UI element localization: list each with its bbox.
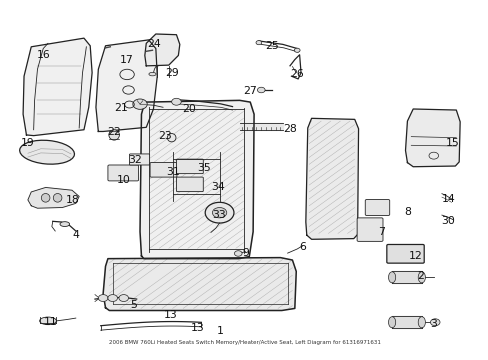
Text: 33: 33: [212, 210, 226, 220]
Text: 3: 3: [429, 319, 436, 329]
Polygon shape: [405, 109, 459, 167]
FancyBboxPatch shape: [176, 159, 203, 174]
Text: 22: 22: [107, 127, 121, 137]
Text: 29: 29: [164, 68, 178, 78]
Ellipse shape: [387, 317, 395, 328]
Text: 18: 18: [66, 195, 80, 205]
Text: 8: 8: [403, 207, 410, 217]
Ellipse shape: [417, 272, 425, 283]
Text: 32: 32: [128, 155, 142, 165]
FancyBboxPatch shape: [129, 154, 149, 165]
Circle shape: [108, 294, 117, 302]
Circle shape: [205, 202, 233, 223]
Text: 30: 30: [440, 216, 454, 226]
Circle shape: [429, 319, 439, 326]
Text: 23: 23: [158, 131, 172, 141]
Text: 15: 15: [445, 138, 459, 148]
Circle shape: [171, 98, 181, 105]
Ellipse shape: [417, 317, 425, 328]
Ellipse shape: [387, 272, 395, 283]
Polygon shape: [96, 40, 157, 131]
Ellipse shape: [53, 194, 62, 202]
FancyBboxPatch shape: [108, 165, 138, 181]
Text: 13: 13: [163, 310, 177, 320]
Text: 2006 BMW 760Li Heated Seats Switch Memory/Heater/Active Seat, Left Diagram for 6: 2006 BMW 760Li Heated Seats Switch Memor…: [108, 340, 380, 345]
Ellipse shape: [20, 140, 74, 164]
Text: 2: 2: [417, 271, 424, 281]
Circle shape: [294, 48, 300, 52]
FancyBboxPatch shape: [356, 218, 382, 241]
FancyBboxPatch shape: [176, 177, 203, 192]
Circle shape: [256, 41, 261, 45]
Text: 19: 19: [21, 138, 35, 148]
Ellipse shape: [109, 130, 119, 140]
Text: 14: 14: [440, 194, 454, 204]
Ellipse shape: [40, 317, 56, 325]
Text: 17: 17: [120, 55, 134, 64]
Circle shape: [234, 251, 242, 256]
Text: 34: 34: [211, 183, 224, 193]
Text: 1: 1: [217, 326, 224, 336]
Circle shape: [257, 87, 264, 93]
Text: 27: 27: [243, 86, 257, 96]
Circle shape: [98, 294, 108, 302]
Ellipse shape: [148, 72, 156, 76]
Polygon shape: [23, 38, 92, 136]
Polygon shape: [305, 118, 358, 239]
Text: 10: 10: [117, 175, 130, 185]
Text: 24: 24: [147, 39, 161, 49]
FancyBboxPatch shape: [150, 163, 177, 177]
Text: 9: 9: [242, 248, 248, 258]
Text: 11: 11: [43, 317, 57, 327]
Text: 31: 31: [166, 167, 180, 177]
Text: 4: 4: [72, 230, 79, 240]
Text: 28: 28: [283, 124, 296, 134]
Ellipse shape: [167, 134, 176, 142]
Circle shape: [119, 294, 128, 302]
FancyBboxPatch shape: [365, 199, 389, 215]
Text: 13: 13: [190, 324, 204, 333]
Ellipse shape: [60, 222, 69, 226]
Text: 12: 12: [408, 251, 422, 261]
Polygon shape: [239, 123, 282, 130]
Text: 26: 26: [290, 69, 304, 80]
Text: 6: 6: [299, 242, 306, 252]
Polygon shape: [140, 100, 254, 258]
Polygon shape: [28, 188, 79, 208]
Text: 7: 7: [377, 228, 384, 237]
Polygon shape: [103, 258, 296, 310]
Text: 25: 25: [265, 41, 279, 51]
Text: 20: 20: [182, 104, 196, 114]
Ellipse shape: [41, 194, 50, 202]
Circle shape: [212, 207, 226, 218]
Text: 16: 16: [36, 50, 50, 60]
FancyBboxPatch shape: [386, 244, 424, 263]
Polygon shape: [391, 316, 421, 328]
Text: 35: 35: [197, 163, 210, 173]
Text: 21: 21: [114, 103, 127, 113]
Polygon shape: [144, 34, 180, 66]
Text: 5: 5: [130, 300, 137, 310]
Polygon shape: [391, 271, 421, 283]
Circle shape: [133, 99, 147, 109]
